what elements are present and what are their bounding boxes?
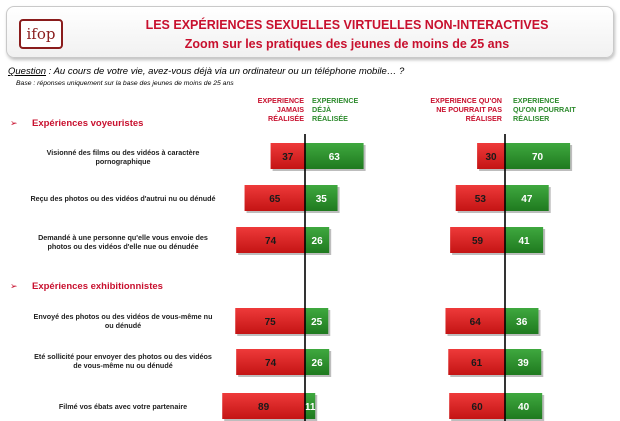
row-label-5: Filmé vos ébats avec votre partenaire — [58, 402, 188, 411]
data-label-left-positive-5: 11 — [305, 402, 316, 413]
section-voyeuristes: ➢ Expériences voyeuristes — [10, 118, 143, 129]
data-label-left-negative-0: 37 — [282, 152, 294, 163]
bar-left-positive-5 — [305, 393, 316, 419]
data-label-left-negative-4: 74 — [265, 358, 277, 369]
header-banner: ifop LES EXPÉRIENCES SEXUELLES VIRTUELLE… — [6, 6, 614, 58]
bar-right-positive-1 — [505, 185, 549, 211]
bar-left-negative-3 — [235, 308, 305, 334]
section-exhibitionnistes: ➢ Expériences exhibitionnistes — [10, 281, 163, 292]
bar-left-negative-1 — [244, 185, 305, 211]
page-title: LES EXPÉRIENCES SEXUELLES VIRTUELLES NON… — [145, 18, 549, 32]
bar-right-positive-2 — [505, 227, 544, 253]
data-label-right-positive-1: 47 — [521, 194, 533, 205]
data-label-right-positive-3: 36 — [516, 317, 528, 328]
data-label-right-negative-5: 60 — [472, 402, 484, 413]
question-body: : Au cours de votre vie, avez-vous déjà … — [46, 66, 405, 77]
bar-right-positive-4 — [505, 349, 542, 375]
section-arrow-icon: ➢ — [10, 281, 18, 291]
data-label-left-positive-3: 25 — [311, 317, 323, 328]
bar-right-positive-5 — [505, 393, 543, 419]
data-label-left-negative-2: 74 — [265, 236, 277, 247]
bar-left-positive-4 — [305, 349, 330, 375]
bar-right-negative-5 — [449, 393, 505, 419]
data-label-right-negative-2: 59 — [472, 236, 484, 247]
row-label-4: Eté sollicité pour envoyer des photos ou… — [34, 352, 212, 370]
row-label-2: Demandé à une personne qu'elle vous envo… — [38, 233, 208, 251]
bar-right-negative-0 — [477, 143, 505, 169]
data-label-right-negative-0: 30 — [485, 152, 497, 163]
data-label-left-positive-1: 35 — [316, 194, 328, 205]
ifop-logo: ifop — [19, 19, 63, 49]
question-label: Question — [8, 66, 47, 77]
bar-left-positive-0 — [305, 143, 364, 169]
section-arrow-icon: ➢ — [10, 118, 18, 128]
row-label-3: Envoyé des photos ou des vidéos de vous-… — [33, 312, 213, 330]
data-label-right-positive-5: 40 — [518, 402, 530, 413]
data-label-left-positive-4: 26 — [312, 358, 324, 369]
data-label-right-positive-4: 39 — [518, 358, 530, 369]
row-label-1: Reçu des photos ou des vidéos d'autrui n… — [30, 194, 216, 203]
bar-left-positive-1 — [305, 185, 338, 211]
bar-left-positive-3 — [305, 308, 329, 334]
data-label-right-negative-3: 64 — [470, 317, 482, 328]
section-title: Expériences exhibitionnistes — [32, 281, 163, 292]
colhead-left-red: EXPERIENCE JAMAIS RÉALISÉE — [257, 96, 304, 123]
data-label-right-negative-1: 53 — [475, 194, 487, 205]
data-label-left-positive-2: 26 — [312, 236, 324, 247]
row-label-0: Visionné des films ou des vidéos à carac… — [46, 148, 200, 166]
data-label-left-negative-5: 89 — [258, 402, 270, 413]
data-label-right-positive-0: 70 — [532, 152, 544, 163]
data-label-right-negative-4: 61 — [471, 358, 483, 369]
colhead-left-green: EXPERIENCE DÉJÀ RÉALISÉE — [312, 96, 359, 123]
data-label-left-negative-1: 65 — [269, 194, 281, 205]
bar-left-positive-2 — [305, 227, 330, 253]
question-text: Question : Au cours de votre vie, avez-v… — [8, 66, 404, 77]
page-subtitle: Zoom sur les pratiques des jeunes de moi… — [184, 37, 510, 51]
base-note: Base : réponses uniquement sur la base d… — [16, 80, 234, 87]
data-label-left-positive-0: 63 — [329, 152, 341, 163]
colhead-right-red: EXPERIENCE QU'ON NE POURRAIT PAS RÉALISE… — [430, 96, 502, 123]
bar-right-positive-3 — [505, 308, 539, 334]
data-label-left-negative-3: 75 — [265, 317, 277, 328]
bar-right-negative-4 — [448, 349, 505, 375]
colhead-right-green: EXPERIENCE QU'ON POURRAIT RÉALISER — [513, 96, 576, 123]
bar-left-negative-2 — [236, 227, 305, 253]
bar-right-positive-0 — [505, 143, 571, 169]
bar-left-negative-4 — [236, 349, 305, 375]
bar-right-negative-1 — [455, 185, 505, 211]
bar-right-negative-2 — [450, 227, 505, 253]
data-label-right-positive-2: 41 — [519, 236, 531, 247]
section-title: Expériences voyeuristes — [32, 118, 144, 129]
bar-right-negative-3 — [445, 308, 505, 334]
bar-left-negative-5 — [222, 393, 305, 419]
bar-left-negative-0 — [270, 143, 305, 169]
